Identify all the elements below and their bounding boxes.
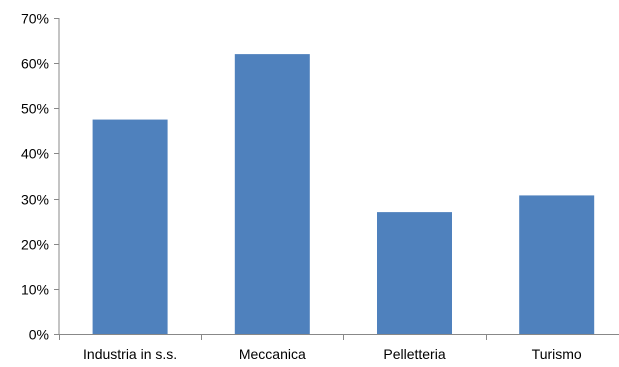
x-category-label: Meccanica bbox=[239, 346, 306, 362]
y-tick-label: 60% bbox=[21, 56, 49, 72]
bar-pelletteria bbox=[377, 212, 452, 334]
x-category-label: Industria in s.s. bbox=[83, 346, 177, 362]
y-tick-label: 40% bbox=[21, 146, 49, 162]
y-tick-label: 0% bbox=[29, 327, 49, 343]
y-tick-label: 10% bbox=[21, 282, 49, 298]
y-tick-label: 30% bbox=[21, 192, 49, 208]
x-category-label: Pelletteria bbox=[383, 346, 445, 362]
bar-turismo bbox=[519, 195, 595, 334]
bar-industria-in-s-s bbox=[92, 119, 168, 334]
y-tick-label: 70% bbox=[21, 11, 49, 27]
bars bbox=[92, 54, 595, 334]
y-axis: 0% 10% 20% 30% 40% 50% 60% 70% bbox=[21, 11, 60, 343]
y-tick-label: 50% bbox=[21, 101, 49, 117]
bar-meccanica bbox=[234, 54, 310, 334]
x-axis: Industria in s.s. Meccanica Pelletteria Tur… bbox=[59, 334, 619, 362]
x-category-label: Turismo bbox=[532, 346, 582, 362]
y-tick-label: 20% bbox=[21, 237, 49, 253]
